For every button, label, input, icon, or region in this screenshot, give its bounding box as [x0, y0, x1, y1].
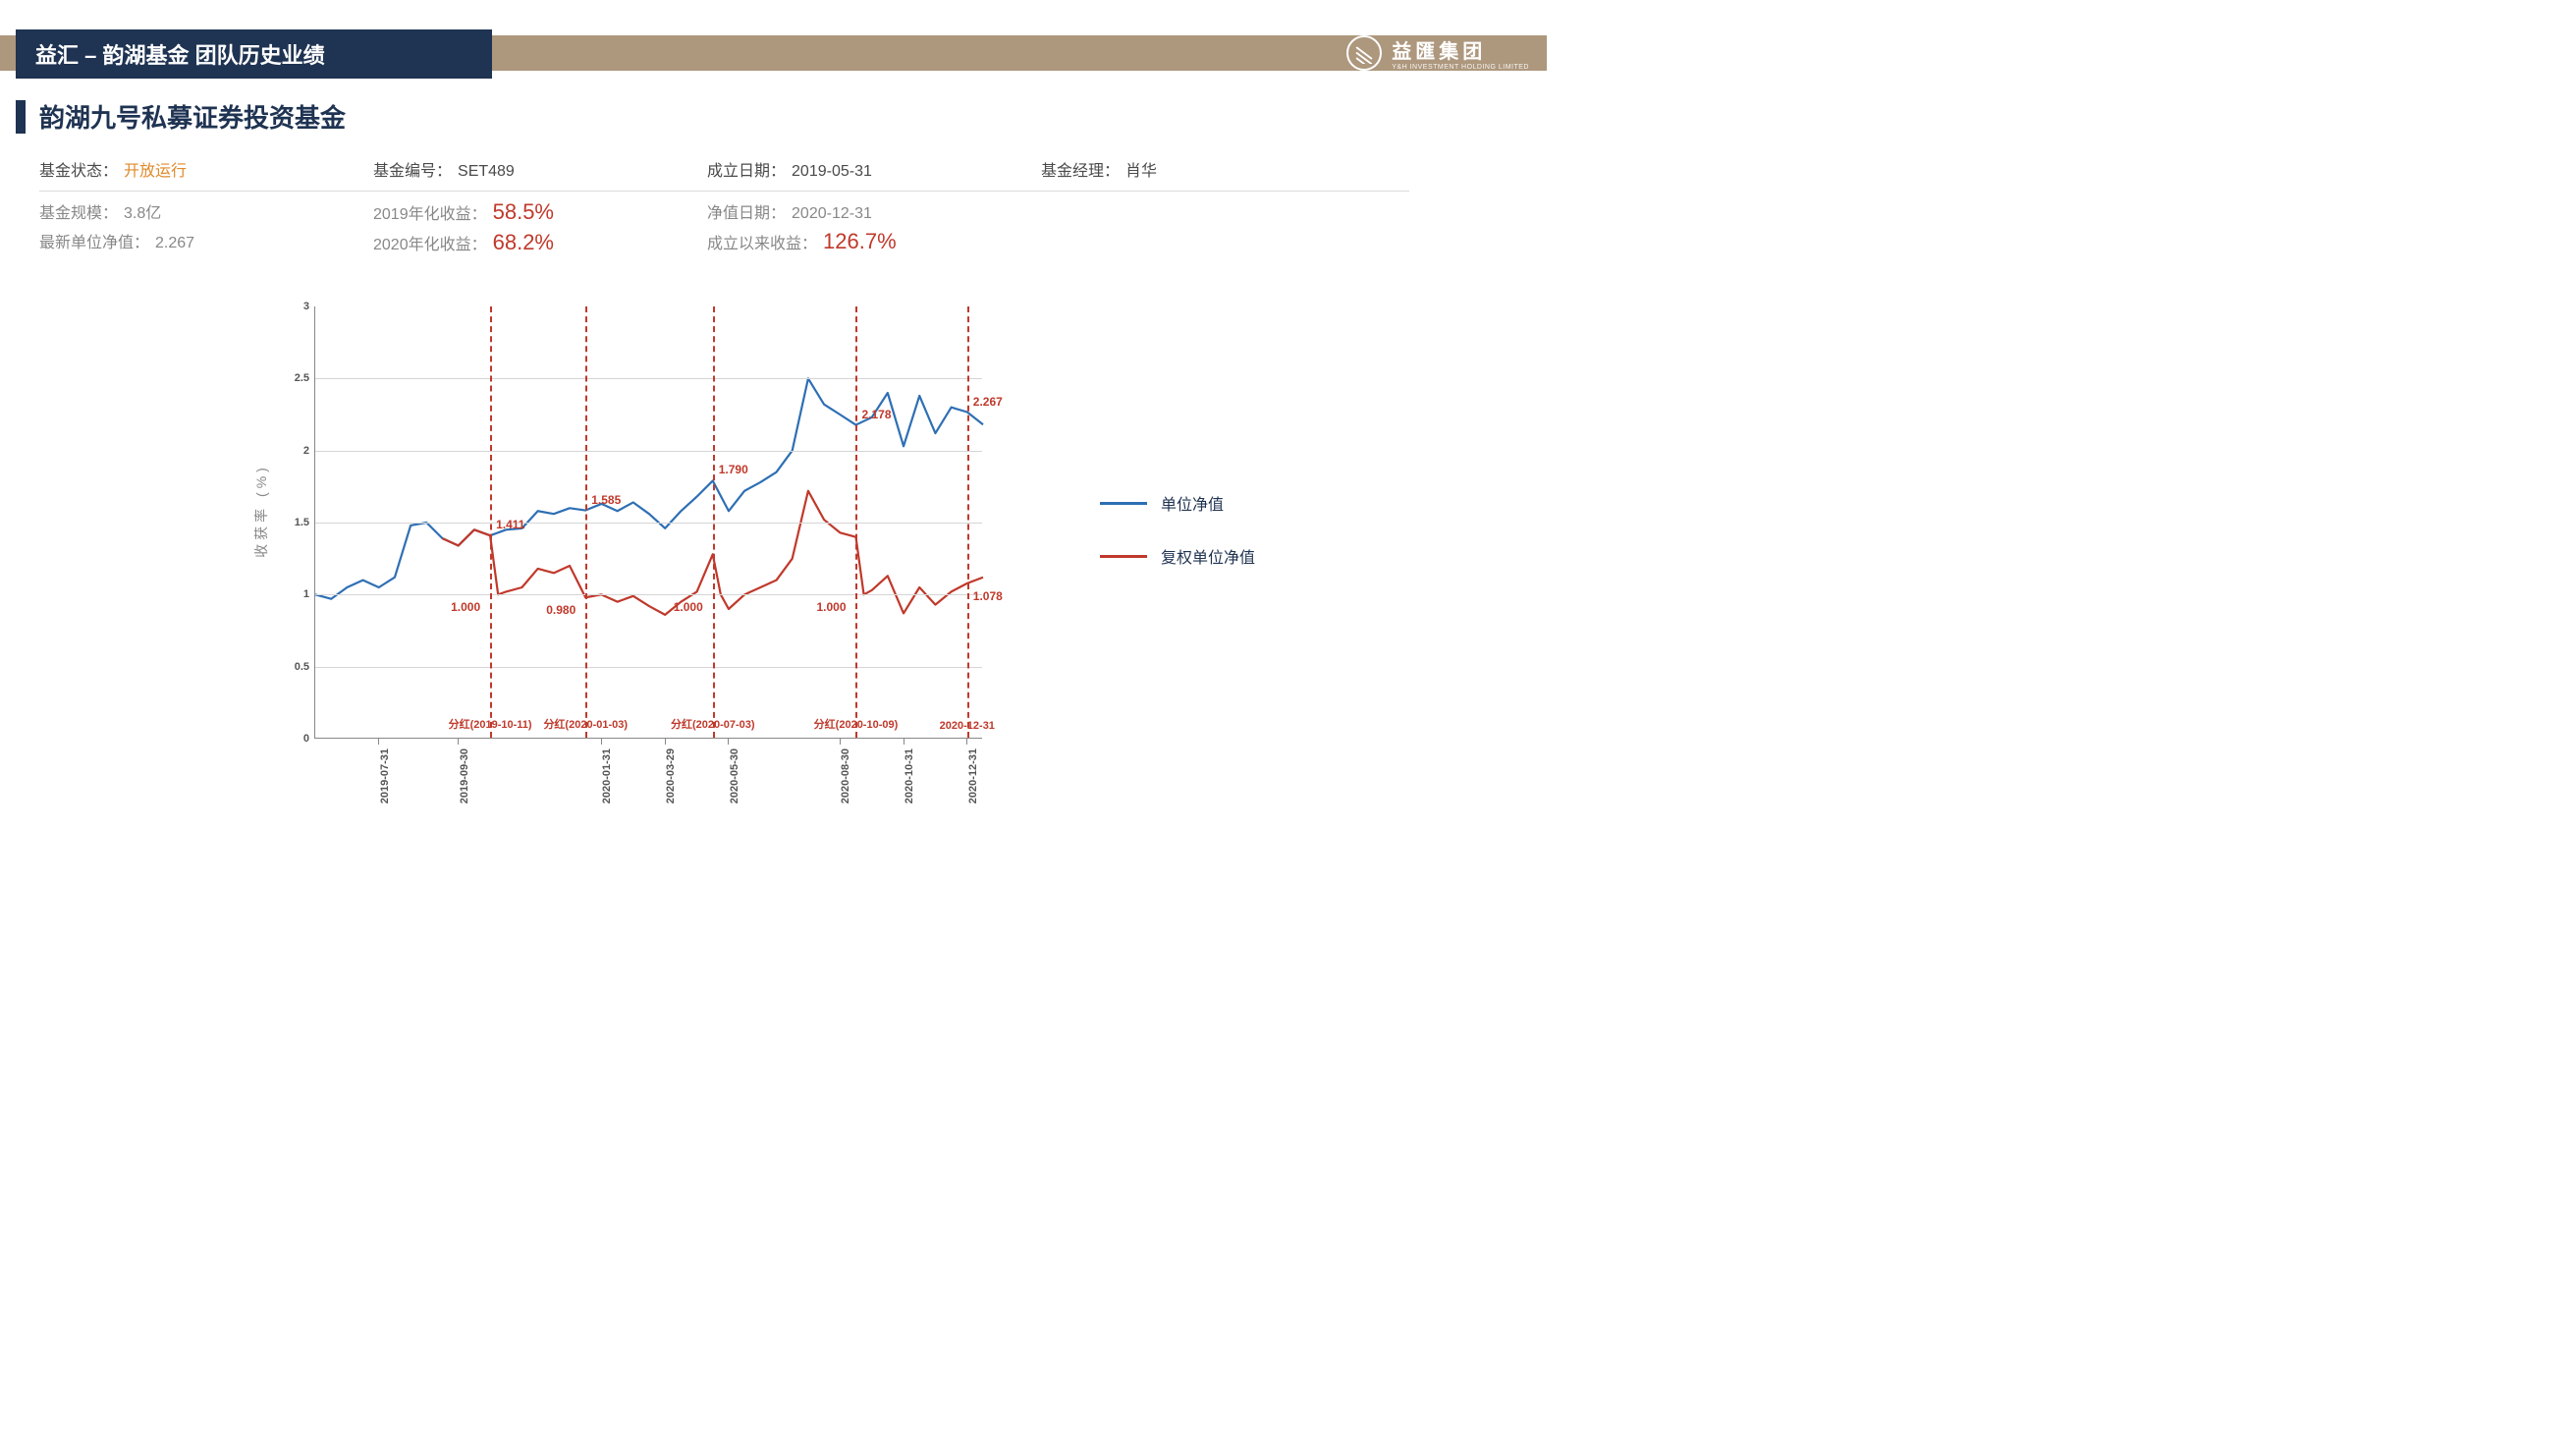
chart-xtick: 2019-07-31 [379, 748, 391, 803]
chart-xtick: 2020-01-31 [601, 748, 613, 803]
chart-annotation-bottom: 1.078 [973, 589, 1003, 603]
chart-annotation-top: 1.411 [496, 518, 524, 531]
code-value: SET489 [458, 163, 515, 181]
chart-event-line [967, 306, 969, 738]
chart-ytick: 2.5 [276, 372, 309, 384]
chart-gridline [315, 523, 982, 524]
legend-label-0: 单位净值 [1161, 491, 1224, 515]
chart-annotation-bottom: 1.000 [451, 600, 480, 614]
chart-gridline [315, 594, 982, 595]
chart-xtick: 2020-12-31 [967, 748, 979, 803]
code-label: 基金编号： [373, 157, 452, 181]
nav-chart: 收获率 (%) 00.511.522.532019-07-312019-09-3… [216, 295, 1375, 805]
chart-xtick: 2019-09-30 [459, 748, 470, 803]
aum-value: 3.8亿 [124, 199, 161, 229]
chart-event-line [490, 306, 492, 738]
legend-swatch-1 [1100, 555, 1147, 558]
section-title: 韵湖九号私募证券投资基金 [39, 98, 346, 135]
incep-label: 成立以来收益： [707, 230, 817, 259]
legend-swatch-0 [1100, 502, 1147, 505]
founded-label: 成立日期： [707, 157, 786, 181]
chart-annotation-bottom: 1.000 [674, 600, 703, 614]
chart-annotation-top: 1.585 [591, 493, 621, 507]
founded-value: 2019-05-31 [792, 163, 872, 181]
chart-ytick: 2 [276, 445, 309, 457]
aum-label: 基金规模： [39, 199, 118, 229]
chart-xtick-mark [601, 739, 602, 745]
chart-event-line [713, 306, 715, 738]
chart-xtick: 2020-10-31 [904, 748, 915, 803]
logo: 益匯集团 Y&H INVESTMENT HOLDING LIMITED [1346, 29, 1529, 77]
chart-annotation-bottom: 0.980 [546, 603, 575, 617]
chart-ytick: 3 [276, 301, 309, 312]
chart-event-label: 分红(2020-10-09) [814, 716, 899, 732]
chart-event-label: 分红(2020-07-03) [671, 716, 755, 732]
chart-ytick: 1 [276, 588, 309, 600]
nav-value: 2.267 [155, 229, 194, 258]
logo-mark-icon [1346, 35, 1382, 71]
nav-label: 最新单位净值： [39, 229, 149, 258]
info-row-1: 基金状态： 开放运行 基金编号： SET489 成立日期： 2019-05-31… [39, 149, 1409, 192]
legend-item-adj-nav: 复权单位净值 [1100, 544, 1375, 568]
r2019-label: 2019年化收益： [373, 200, 487, 230]
chart-xtick-mark [458, 739, 459, 745]
section-accent [16, 100, 26, 134]
chart-event-label: 分红(2020-01-03) [543, 716, 628, 732]
logo-subtext: Y&H INVESTMENT HOLDING LIMITED [1392, 64, 1529, 71]
chart-ylabel: 收获率 (%) [251, 464, 271, 558]
r2020-label: 2020年化收益： [373, 231, 487, 260]
chart-gridline [315, 451, 982, 452]
chart-annotation-top: 2.267 [973, 395, 1003, 409]
status-label: 基金状态： [39, 157, 118, 181]
chart-annotation-bottom: 1.000 [816, 600, 846, 614]
manager-label: 基金经理： [1041, 157, 1120, 181]
chart-plot: 00.511.522.532019-07-312019-09-302020-01… [314, 306, 982, 739]
chart-event-label: 2020-12-31 [940, 720, 995, 732]
status-value: 开放运行 [124, 157, 187, 181]
legend-item-unit-nav: 单位净值 [1100, 491, 1375, 515]
chart-annotation-top: 2.178 [861, 408, 891, 421]
section-header: 韵湖九号私募证券投资基金 [16, 98, 346, 135]
chart-ytick: 0.5 [276, 661, 309, 673]
chart-xtick-mark [378, 739, 379, 745]
chart-gridline [315, 667, 982, 668]
chart-xtick-mark [966, 739, 967, 745]
chart-ytick: 1.5 [276, 517, 309, 528]
page-title: 益汇 – 韵湖基金 团队历史业绩 [35, 38, 325, 70]
chart-xtick: 2020-08-30 [840, 748, 851, 803]
info-row-2: 基金规模： 3.8亿 最新单位净值： 2.267 2019年化收益： 58.5%… [39, 192, 1409, 271]
page-title-bar: 益汇 – 韵湖基金 团队历史业绩 [16, 29, 492, 79]
incep-value: 126.7% [823, 229, 897, 254]
chart-xtick-mark [728, 739, 729, 745]
chart-gridline [315, 378, 982, 379]
logo-text: 益匯集团 [1392, 35, 1529, 64]
navdate-value: 2020-12-31 [792, 199, 872, 229]
chart-xtick: 2020-05-30 [729, 748, 740, 803]
chart-xtick-mark [840, 739, 841, 745]
r2019-value: 58.5% [493, 199, 554, 225]
navdate-label: 净值日期： [707, 199, 786, 229]
chart-xtick-mark [665, 739, 666, 745]
chart-annotation-top: 1.790 [719, 463, 748, 476]
legend-label-1: 复权单位净值 [1161, 544, 1255, 568]
chart-xtick: 2020-03-29 [665, 748, 677, 803]
chart-event-label: 分红(2019-10-11) [449, 716, 532, 732]
manager-value: 肖华 [1125, 157, 1157, 181]
fund-info: 基金状态： 开放运行 基金编号： SET489 成立日期： 2019-05-31… [39, 149, 1409, 271]
r2020-value: 68.2% [493, 230, 554, 255]
chart-legend: 单位净值 复权单位净值 [1100, 491, 1375, 568]
chart-ytick: 0 [276, 733, 309, 745]
chart-event-line [585, 306, 587, 738]
chart-event-line [855, 306, 857, 738]
